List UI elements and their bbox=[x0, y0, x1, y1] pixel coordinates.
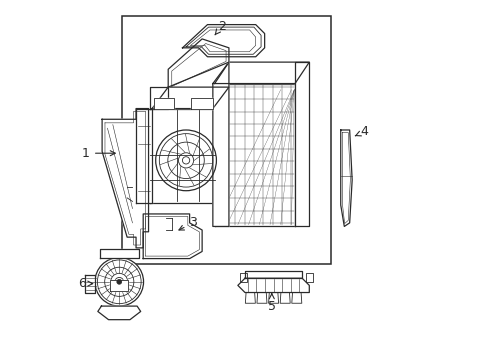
Circle shape bbox=[182, 157, 190, 164]
Polygon shape bbox=[150, 87, 168, 109]
Polygon shape bbox=[152, 87, 229, 109]
Polygon shape bbox=[245, 293, 255, 303]
Polygon shape bbox=[143, 214, 202, 258]
Polygon shape bbox=[306, 273, 313, 282]
Polygon shape bbox=[341, 130, 352, 226]
Polygon shape bbox=[136, 109, 152, 203]
Polygon shape bbox=[215, 62, 309, 84]
Polygon shape bbox=[292, 293, 302, 303]
Polygon shape bbox=[168, 39, 229, 87]
Text: 4: 4 bbox=[355, 125, 368, 138]
Text: 1: 1 bbox=[82, 147, 115, 160]
Polygon shape bbox=[99, 249, 139, 257]
Polygon shape bbox=[150, 109, 215, 203]
Polygon shape bbox=[102, 109, 148, 248]
Polygon shape bbox=[98, 306, 141, 320]
Polygon shape bbox=[154, 98, 173, 109]
Text: 2: 2 bbox=[215, 20, 226, 35]
Text: 6: 6 bbox=[78, 277, 93, 290]
Polygon shape bbox=[192, 98, 213, 109]
Polygon shape bbox=[110, 280, 128, 291]
Polygon shape bbox=[269, 293, 279, 303]
Polygon shape bbox=[238, 278, 309, 293]
Polygon shape bbox=[280, 293, 290, 303]
Polygon shape bbox=[240, 273, 247, 282]
Circle shape bbox=[95, 257, 144, 306]
Polygon shape bbox=[257, 293, 267, 303]
Polygon shape bbox=[245, 271, 302, 278]
Polygon shape bbox=[213, 62, 229, 226]
Polygon shape bbox=[295, 62, 309, 226]
Polygon shape bbox=[182, 24, 265, 57]
Polygon shape bbox=[85, 275, 95, 293]
Text: 5: 5 bbox=[268, 294, 276, 313]
Circle shape bbox=[117, 279, 122, 284]
Bar bbox=[122, 16, 331, 264]
Circle shape bbox=[115, 278, 123, 286]
Text: 3: 3 bbox=[179, 216, 197, 230]
Polygon shape bbox=[215, 84, 295, 226]
